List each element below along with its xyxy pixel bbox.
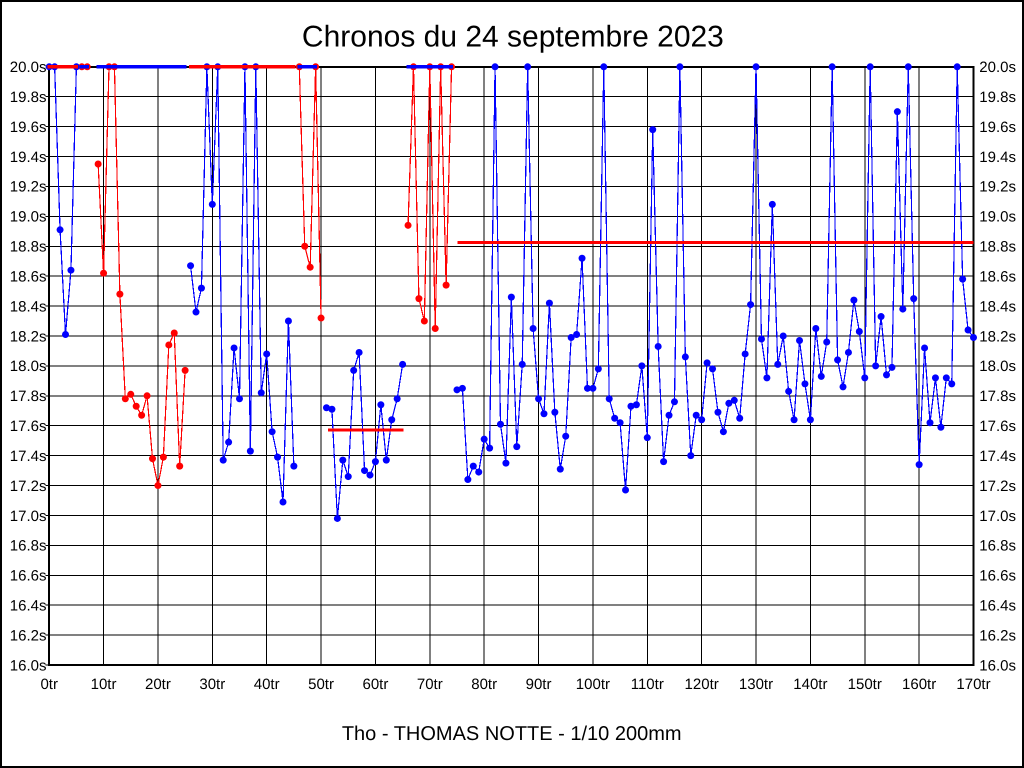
svg-text:18.8s: 18.8s xyxy=(979,239,1016,256)
svg-text:18.0s: 18.0s xyxy=(10,358,47,375)
svg-text:70tr: 70tr xyxy=(417,676,443,693)
svg-text:19.2s: 19.2s xyxy=(10,179,47,196)
svg-text:16.0s: 16.0s xyxy=(979,657,1016,674)
svg-text:110tr: 110tr xyxy=(631,676,664,693)
svg-text:120tr: 120tr xyxy=(685,676,719,693)
svg-text:19.4s: 19.4s xyxy=(979,149,1016,166)
svg-text:17.0s: 17.0s xyxy=(10,508,47,525)
svg-text:19.0s: 19.0s xyxy=(979,209,1016,226)
svg-text:18.6s: 18.6s xyxy=(979,268,1016,285)
svg-text:17.6s: 17.6s xyxy=(979,418,1016,435)
svg-text:150tr: 150tr xyxy=(848,676,882,693)
svg-text:40tr: 40tr xyxy=(254,676,280,693)
svg-text:17.0s: 17.0s xyxy=(979,508,1016,525)
svg-text:18.6s: 18.6s xyxy=(10,268,47,285)
svg-text:18.8s: 18.8s xyxy=(10,239,47,256)
svg-text:160tr: 160tr xyxy=(902,676,936,693)
svg-text:20.0s: 20.0s xyxy=(10,59,47,76)
svg-text:16.6s: 16.6s xyxy=(10,568,47,585)
svg-text:80tr: 80tr xyxy=(471,676,497,693)
svg-text:16.0s: 16.0s xyxy=(10,657,47,674)
svg-text:30tr: 30tr xyxy=(199,676,225,693)
svg-text:17.4s: 17.4s xyxy=(979,448,1016,465)
svg-text:19.0s: 19.0s xyxy=(10,209,47,226)
svg-text:16.4s: 16.4s xyxy=(10,597,47,614)
svg-text:16.8s: 16.8s xyxy=(979,538,1016,555)
svg-text:18.4s: 18.4s xyxy=(10,298,47,315)
svg-text:100tr: 100tr xyxy=(576,676,610,693)
svg-text:16.4s: 16.4s xyxy=(979,597,1016,614)
svg-text:50tr: 50tr xyxy=(308,676,334,693)
svg-text:16.2s: 16.2s xyxy=(10,627,47,644)
svg-text:170tr: 170tr xyxy=(956,676,990,693)
svg-text:90tr: 90tr xyxy=(526,676,552,693)
svg-text:18.0s: 18.0s xyxy=(979,358,1016,375)
svg-text:18.4s: 18.4s xyxy=(979,298,1016,315)
svg-text:20.0s: 20.0s xyxy=(979,59,1016,76)
svg-text:19.8s: 19.8s xyxy=(979,89,1016,106)
svg-text:19.8s: 19.8s xyxy=(10,89,47,106)
svg-text:18.2s: 18.2s xyxy=(979,328,1016,345)
svg-text:20tr: 20tr xyxy=(145,676,171,693)
svg-text:0tr: 0tr xyxy=(40,676,58,693)
svg-text:18.2s: 18.2s xyxy=(10,328,47,345)
svg-text:16.6s: 16.6s xyxy=(979,568,1016,585)
svg-text:17.2s: 17.2s xyxy=(979,478,1016,495)
svg-text:130tr: 130tr xyxy=(739,676,773,693)
svg-text:17.8s: 17.8s xyxy=(979,388,1016,405)
svg-text:19.6s: 19.6s xyxy=(10,119,47,136)
svg-text:17.8s: 17.8s xyxy=(10,388,47,405)
svg-text:10tr: 10tr xyxy=(91,676,117,693)
svg-text:19.6s: 19.6s xyxy=(979,119,1016,136)
svg-text:17.2s: 17.2s xyxy=(10,478,47,495)
svg-text:16.8s: 16.8s xyxy=(10,538,47,555)
svg-text:17.6s: 17.6s xyxy=(10,418,47,435)
svg-text:60tr: 60tr xyxy=(363,676,389,693)
svg-text:17.4s: 17.4s xyxy=(10,448,47,465)
svg-text:19.2s: 19.2s xyxy=(979,179,1016,196)
svg-text:140tr: 140tr xyxy=(793,676,827,693)
svg-text:16.2s: 16.2s xyxy=(979,627,1016,644)
svg-text:Chronos du 24 septembre 2023: Chronos du 24 septembre 2023 xyxy=(302,20,724,53)
svg-text:Tho - THOMAS NOTTE - 1/10 200m: Tho - THOMAS NOTTE - 1/10 200mm xyxy=(342,723,682,745)
svg-text:19.4s: 19.4s xyxy=(10,149,47,166)
